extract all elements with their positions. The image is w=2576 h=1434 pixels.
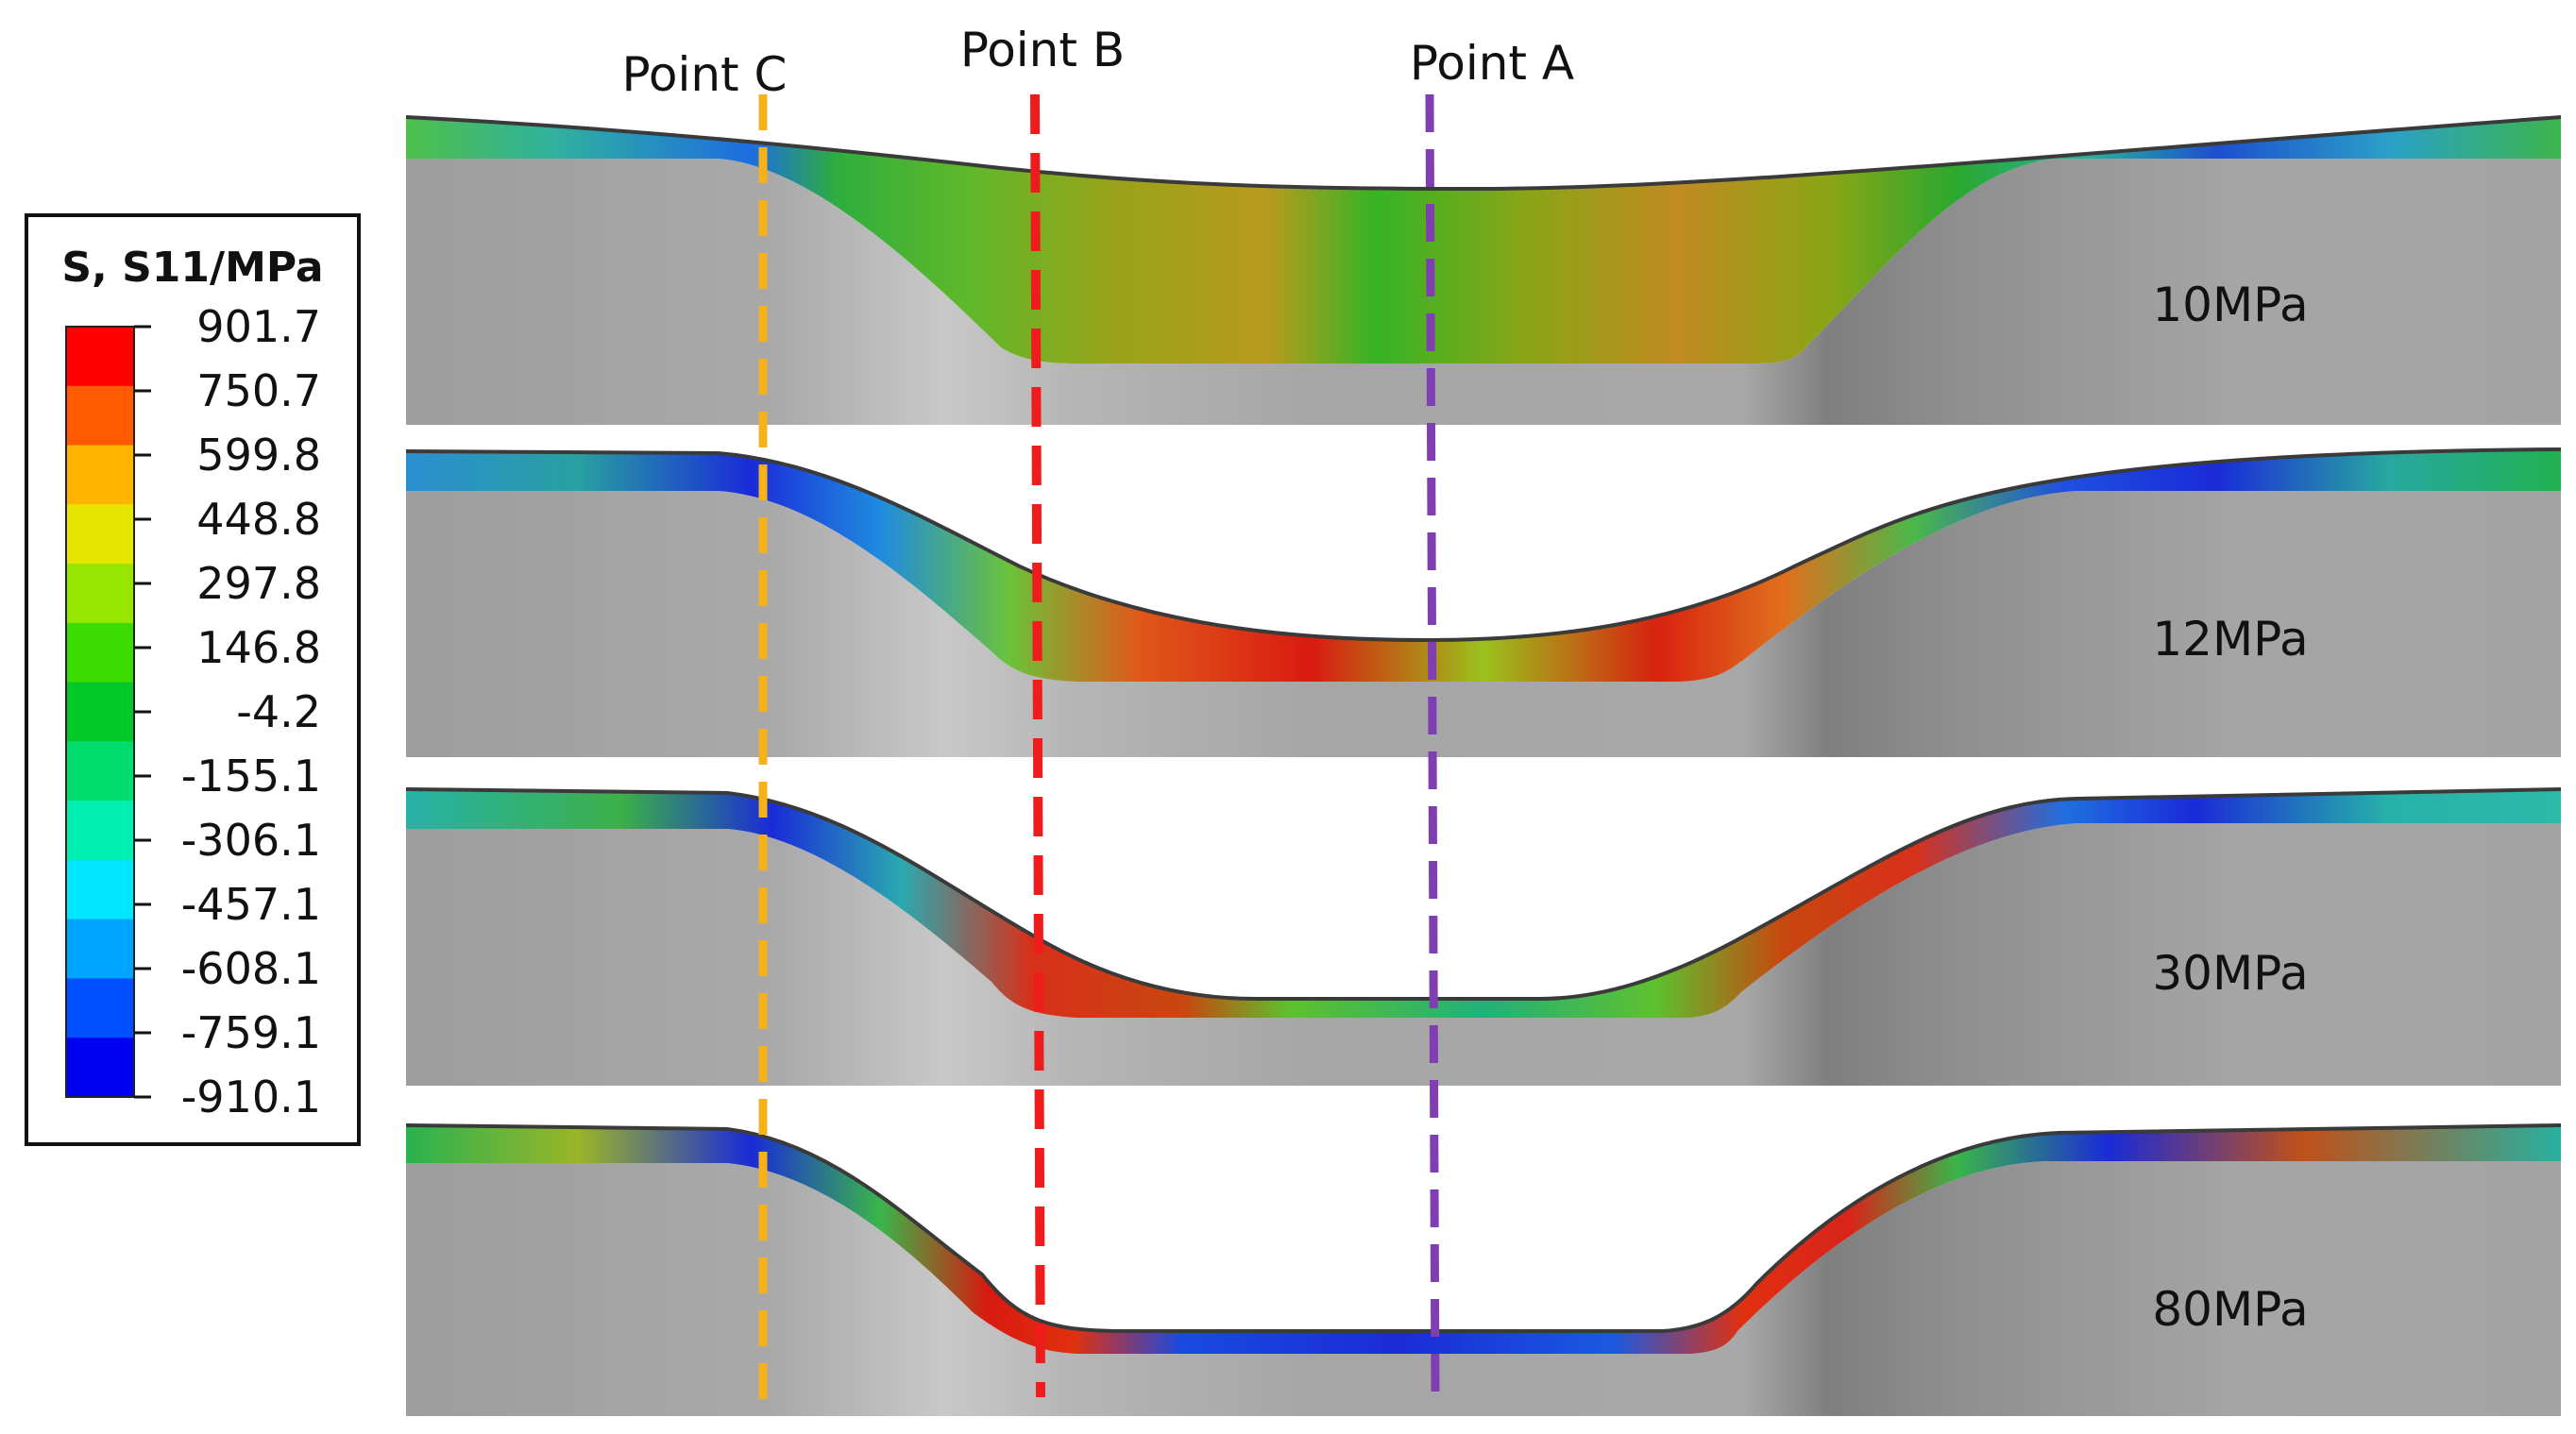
legend-value-label: -4.2 bbox=[236, 686, 321, 737]
die-surface bbox=[406, 823, 2561, 1086]
sheet-deformed bbox=[406, 1125, 2561, 1354]
legend-value-label: 599.8 bbox=[196, 430, 321, 481]
pressure-label: 10MPa bbox=[2152, 278, 2308, 332]
legend-value-label: -457.1 bbox=[181, 879, 321, 930]
legend-swatch bbox=[66, 504, 134, 565]
legend-swatch bbox=[66, 682, 134, 742]
legend-swatch bbox=[66, 622, 134, 683]
legend-value-label: -306.1 bbox=[181, 815, 321, 866]
pressure-label: 30MPa bbox=[2152, 946, 2308, 1001]
legend-swatch bbox=[66, 919, 134, 979]
legend-swatch bbox=[66, 327, 134, 387]
legend-value-label: 297.8 bbox=[196, 558, 321, 609]
reference-lines: Point C Point B Point A bbox=[622, 23, 1574, 1409]
sheet-top-edge bbox=[405, 1123, 2562, 1333]
legend-value-label: 750.7 bbox=[196, 365, 321, 416]
legend-value-label: 448.8 bbox=[196, 494, 321, 545]
legend-swatch bbox=[66, 859, 134, 920]
legend-color-scale: 901.7 750.7 599.8 448.8 297.8 146.8 -4.2 -155.1… bbox=[65, 301, 321, 1122]
point-b-label: Point B bbox=[960, 23, 1125, 77]
legend-value-label: -759.1 bbox=[181, 1007, 321, 1058]
point-a-label: Point A bbox=[1410, 36, 1574, 91]
legend: S, S11/MPa 901.7 750.7 599.8 448.8 297.8 146.… bbox=[25, 213, 361, 1146]
legend-swatch bbox=[66, 385, 134, 447]
sheet-deformed bbox=[406, 449, 2561, 682]
pressure-label: 80MPa bbox=[2152, 1282, 2308, 1337]
panel-10mpa: 10MPa bbox=[405, 111, 2562, 425]
panel-80mpa: 80MPa bbox=[405, 1120, 2562, 1416]
die-surface bbox=[406, 491, 2561, 757]
legend-swatch bbox=[66, 978, 134, 1038]
legend-value-label: -608.1 bbox=[181, 943, 321, 994]
legend-title: S, S11/MPa bbox=[61, 244, 323, 292]
legend-value-label: -910.1 bbox=[181, 1071, 321, 1122]
legend-swatch bbox=[66, 801, 134, 861]
legend-swatch bbox=[66, 445, 134, 505]
legend-swatch bbox=[66, 741, 134, 801]
legend-swatch bbox=[66, 1038, 134, 1098]
legend-value-label: -155.1 bbox=[181, 751, 321, 801]
legend-swatch bbox=[66, 564, 134, 624]
panel-30mpa: 30MPa bbox=[405, 782, 2562, 1086]
sheet-deformed bbox=[406, 117, 2561, 363]
die-surface bbox=[406, 1161, 2561, 1416]
pressure-label: 12MPa bbox=[2152, 612, 2308, 666]
point-b-line bbox=[1030, 93, 1045, 1398]
panel-12mpa: 12MPa bbox=[405, 446, 2562, 757]
legend-value-label: 146.8 bbox=[196, 622, 321, 673]
legend-value-label: 901.7 bbox=[196, 301, 321, 352]
sheet-top-edge bbox=[405, 447, 2562, 643]
sheet-deformed bbox=[406, 789, 2561, 1018]
die-surface bbox=[406, 159, 2561, 425]
sheet-top-edge bbox=[405, 787, 2562, 1001]
sheet-top-edge bbox=[405, 115, 2562, 192]
point-c-label: Point C bbox=[622, 47, 788, 102]
